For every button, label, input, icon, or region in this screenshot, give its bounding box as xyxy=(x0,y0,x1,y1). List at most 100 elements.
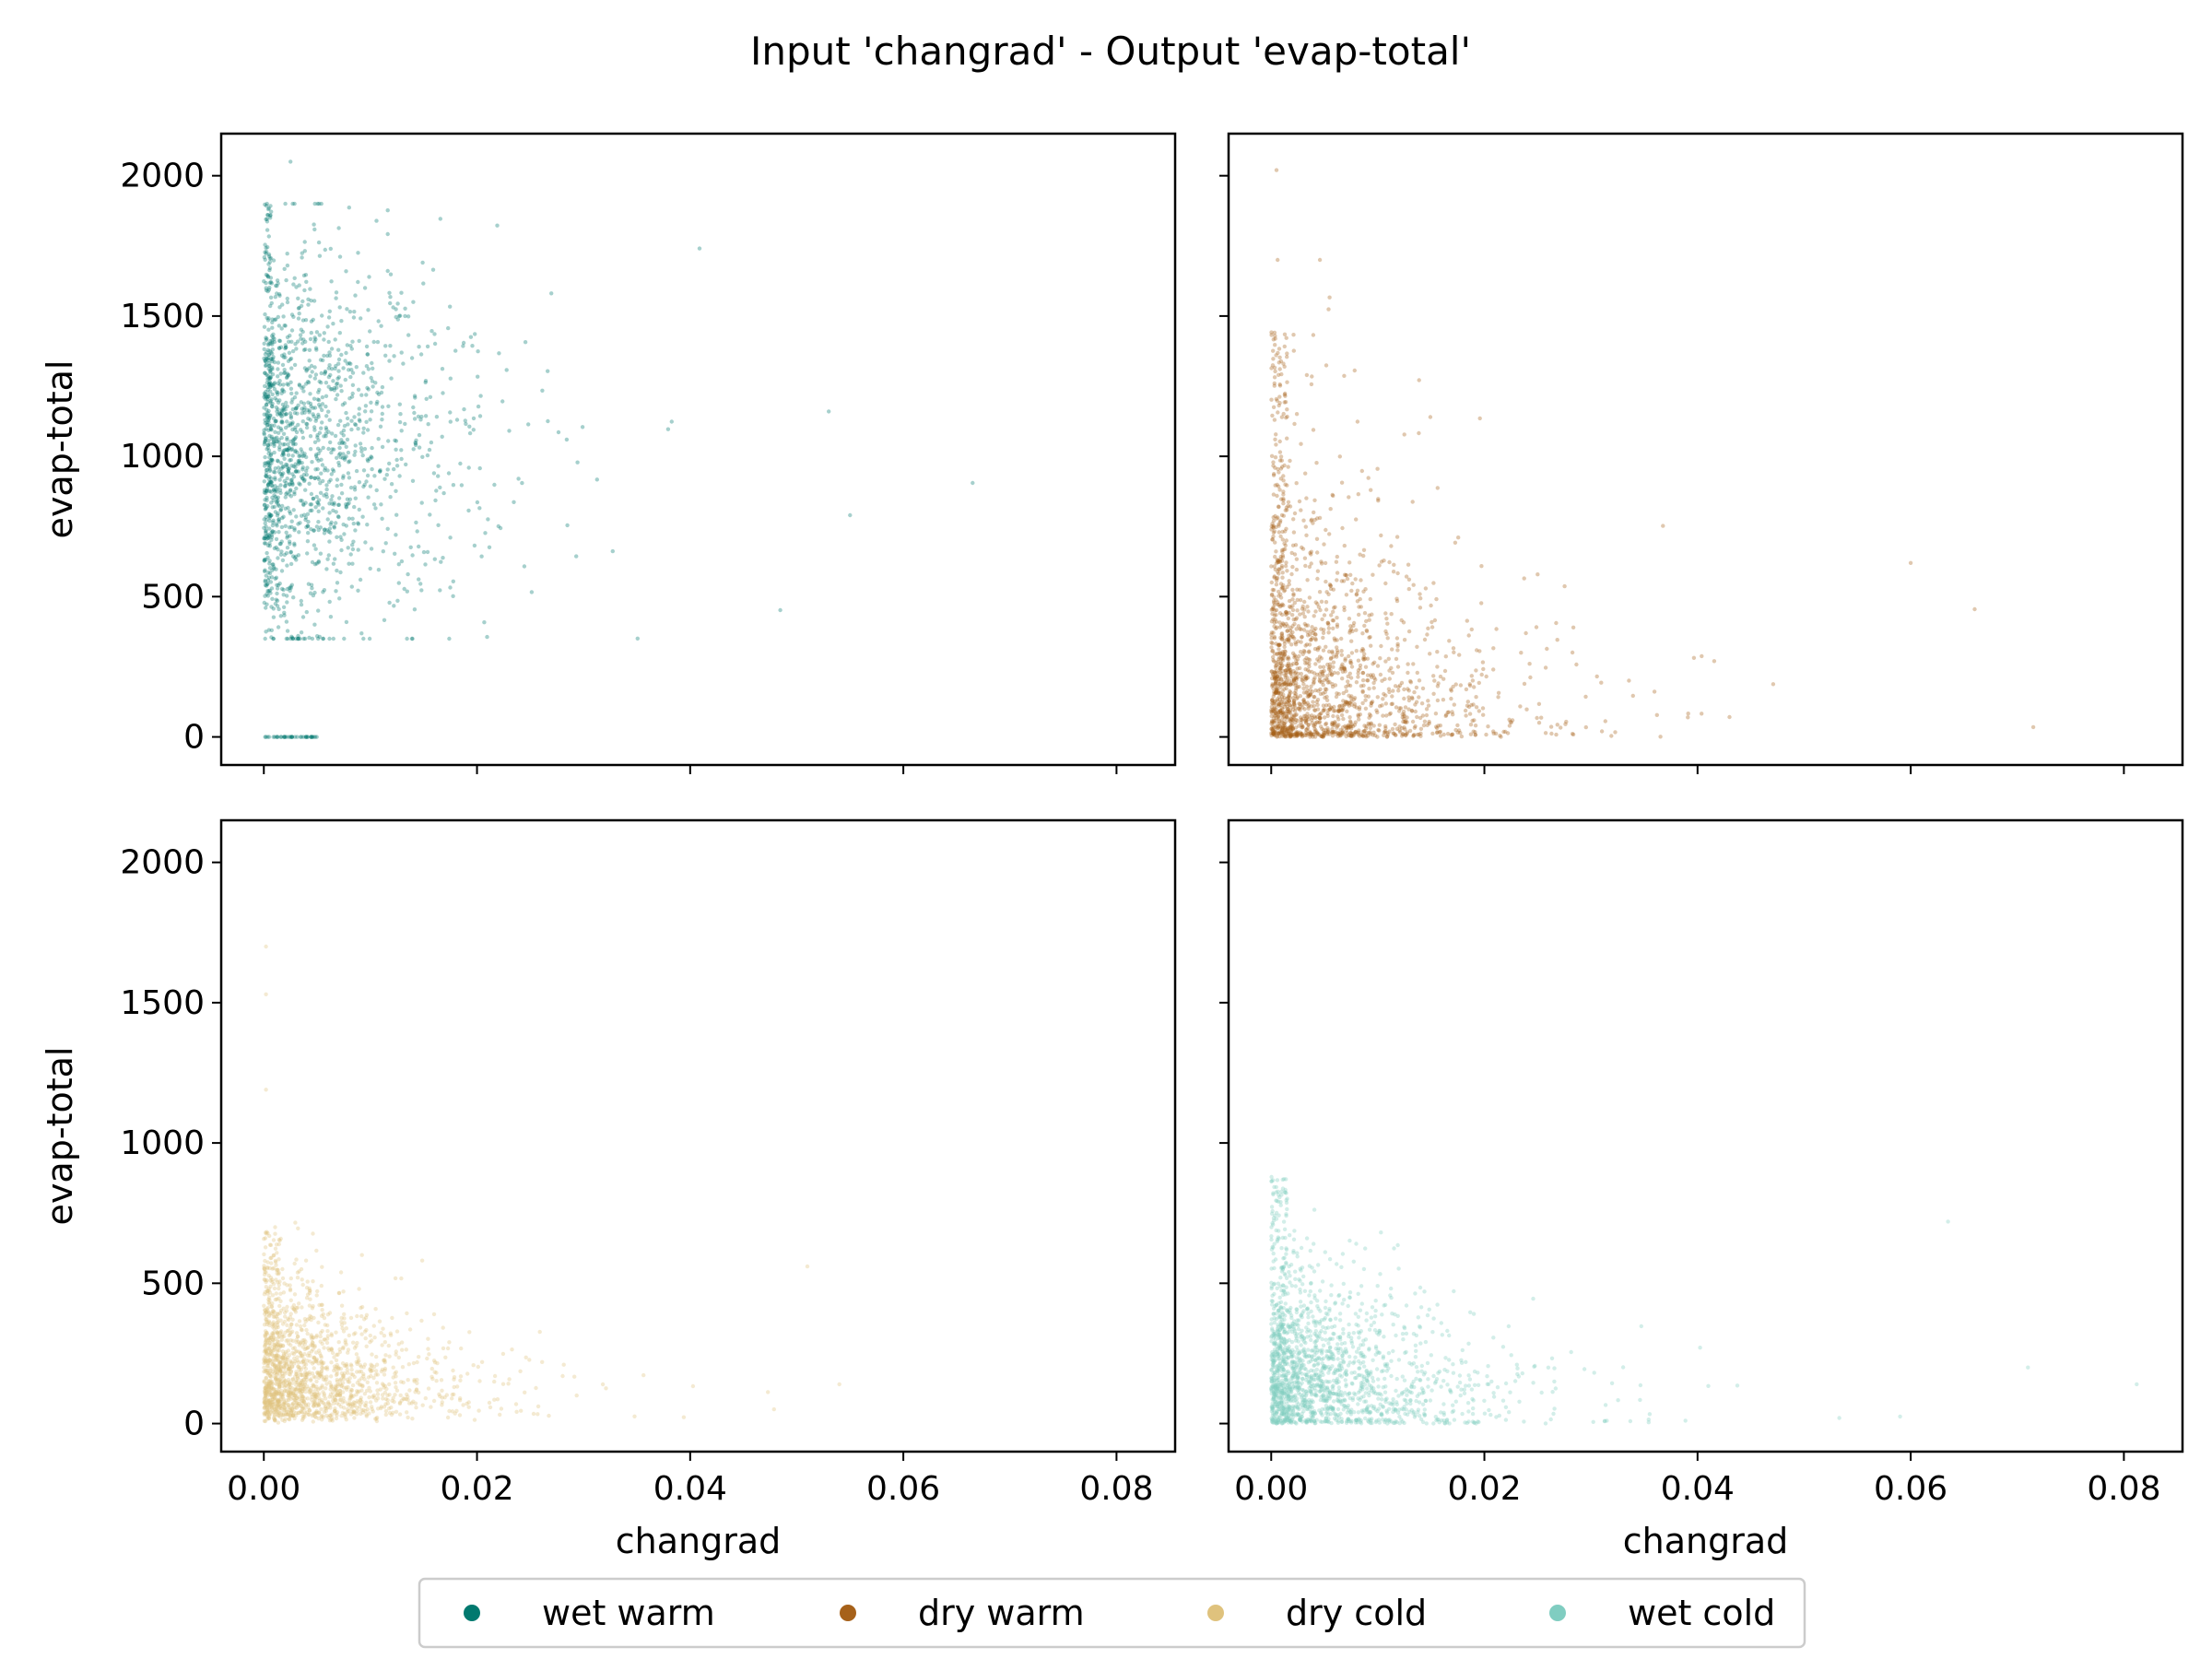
data-point xyxy=(300,1418,305,1423)
data-point xyxy=(1282,702,1287,707)
data-point xyxy=(299,1408,303,1414)
data-point xyxy=(281,1397,286,1402)
data-point xyxy=(433,498,438,503)
data-point xyxy=(316,608,321,613)
data-point xyxy=(397,1400,403,1406)
data-point xyxy=(1377,728,1382,733)
data-point xyxy=(274,418,278,424)
data-point xyxy=(329,347,335,351)
data-point xyxy=(264,403,269,407)
data-point xyxy=(349,418,354,423)
data-point xyxy=(320,1397,324,1403)
data-point xyxy=(518,1369,523,1374)
data-point xyxy=(265,535,271,540)
data-point xyxy=(265,356,270,360)
data-point xyxy=(1348,572,1353,577)
data-point xyxy=(1301,700,1307,704)
data-point xyxy=(1299,717,1303,722)
data-point xyxy=(535,1404,541,1409)
data-point xyxy=(1404,574,1409,579)
data-point xyxy=(498,1412,502,1418)
data-point xyxy=(388,295,393,300)
data-point xyxy=(1329,672,1335,677)
data-point xyxy=(272,546,277,551)
data-point xyxy=(1280,529,1285,535)
data-point xyxy=(326,529,331,534)
data-point xyxy=(361,371,366,375)
data-point xyxy=(285,600,289,605)
data-point xyxy=(267,348,272,354)
data-point xyxy=(266,382,272,386)
data-point xyxy=(1277,647,1281,652)
data-point xyxy=(277,379,282,383)
data-point xyxy=(1435,665,1440,669)
data-point xyxy=(483,531,488,535)
data-point xyxy=(327,636,332,641)
data-point xyxy=(298,482,302,487)
data-point xyxy=(262,600,266,606)
data-point xyxy=(1278,666,1283,671)
data-point xyxy=(276,547,280,552)
data-point xyxy=(1342,543,1347,548)
data-point xyxy=(1316,731,1321,736)
data-point xyxy=(263,202,267,207)
data-point xyxy=(368,329,372,334)
data-point xyxy=(271,615,276,619)
data-point xyxy=(1301,690,1307,695)
data-point xyxy=(335,376,340,381)
data-point xyxy=(279,326,284,331)
data-point xyxy=(1700,712,1704,716)
data-point xyxy=(335,484,339,488)
data-point xyxy=(309,475,313,480)
data-point xyxy=(1630,693,1636,699)
data-point xyxy=(301,337,306,342)
data-point xyxy=(265,201,269,206)
data-point xyxy=(269,512,274,518)
data-point xyxy=(335,381,340,386)
data-point xyxy=(426,422,430,427)
data-point xyxy=(335,393,340,397)
data-point xyxy=(336,347,341,352)
data-point xyxy=(306,1345,311,1350)
data-point xyxy=(347,497,353,501)
data-point xyxy=(289,400,294,405)
data-point xyxy=(324,1406,329,1411)
data-point xyxy=(477,1379,482,1383)
data-point xyxy=(1477,416,1482,421)
data-point xyxy=(379,324,383,328)
data-point xyxy=(1452,650,1456,654)
data-point xyxy=(1458,731,1463,735)
data-point xyxy=(346,501,350,507)
data-point xyxy=(291,554,296,559)
data-point xyxy=(432,557,437,561)
data-point xyxy=(1396,688,1401,693)
data-point xyxy=(1356,732,1360,737)
data-point xyxy=(272,504,277,510)
data-point xyxy=(270,523,276,528)
data-point xyxy=(353,496,358,500)
data-point xyxy=(1442,668,1448,674)
data-point xyxy=(1406,562,1411,567)
data-point xyxy=(1375,735,1380,739)
data-point xyxy=(276,517,282,522)
data-point xyxy=(301,472,307,477)
data-point xyxy=(267,267,272,273)
data-point xyxy=(339,430,344,435)
data-point xyxy=(382,1340,387,1345)
data-point xyxy=(600,1382,606,1387)
data-point xyxy=(348,361,353,366)
data-point xyxy=(1401,709,1406,714)
data-point xyxy=(1277,403,1281,408)
data-point xyxy=(268,204,273,208)
data-point xyxy=(365,473,371,478)
data-point xyxy=(298,499,303,503)
data-point xyxy=(301,384,306,389)
data-point xyxy=(277,411,282,417)
data-point xyxy=(321,1312,325,1317)
data-point xyxy=(1296,624,1301,629)
data-point xyxy=(392,354,396,359)
data-point xyxy=(556,429,561,435)
data-point xyxy=(266,316,271,321)
data-point xyxy=(263,498,267,502)
data-point xyxy=(1366,678,1371,683)
